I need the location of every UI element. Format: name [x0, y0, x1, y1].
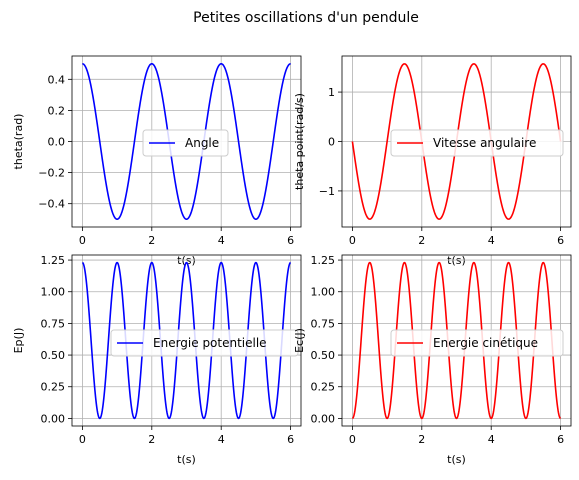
x-tick-label: 0 [349, 433, 356, 446]
y-axis-label: theta(rad) [12, 114, 25, 170]
y-tick-label: 0.00 [311, 412, 336, 425]
x-axis-label: t(s) [177, 254, 196, 267]
y-tick-label: 0.0 [48, 136, 66, 149]
y-tick-label: 0.4 [48, 73, 66, 86]
x-tick-label: 2 [418, 433, 425, 446]
y-tick-label: −1 [319, 185, 335, 198]
y-tick-label: 1 [328, 86, 335, 99]
legend-box [110, 329, 299, 357]
x-tick-label: 2 [418, 234, 425, 247]
y-tick-label: 0.25 [41, 381, 66, 394]
x-tick-label: 0 [349, 234, 356, 247]
x-tick-label: 4 [488, 234, 495, 247]
y-axis-label: Ec(J) [293, 328, 306, 353]
axes-frame [341, 254, 572, 427]
x-axis-label: t(s) [447, 453, 466, 466]
axes-frame [71, 254, 302, 427]
legend: Energie potentielle [110, 329, 299, 357]
y-tick-label: −0.4 [38, 198, 65, 211]
series-line [82, 261, 291, 420]
y-tick-label: 0.75 [311, 317, 336, 330]
x-axis-label: t(s) [177, 453, 196, 466]
series-line [352, 261, 561, 420]
y-axis-label: Ep(J) [12, 328, 25, 354]
legend-label: Energie potentielle [153, 336, 267, 350]
y-tick-label: −0.2 [38, 167, 65, 180]
y-tick-label: 1.00 [311, 286, 336, 299]
x-axis-label: t(s) [447, 254, 466, 267]
y-axis-label: theta point(rad/s) [293, 93, 306, 190]
legend-label: Angle [185, 136, 219, 150]
y-tick-label: 0.00 [41, 412, 66, 425]
legend-box [142, 129, 229, 157]
y-tick-label: 0 [328, 136, 335, 149]
subplot-4: 0 2 4 6 0.00 0.25 0.50 0.75 1.00 1.25 t(s) Ec(J) Ene… [293, 254, 572, 466]
x-tick-label: 4 [488, 433, 495, 446]
x-tick-label: 6 [287, 234, 294, 247]
x-tick-label: 0 [79, 234, 86, 247]
x-tick-label: 0 [79, 433, 86, 446]
y-tick-label: 0.25 [311, 381, 336, 394]
x-tick-label: 6 [287, 433, 294, 446]
y-tick-label: 0.50 [311, 349, 336, 362]
legend-box [390, 329, 564, 357]
y-tick-label: 1.25 [311, 254, 336, 267]
legend-box [390, 129, 564, 157]
x-tick-label: 6 [557, 433, 564, 446]
x-tick-label: 2 [148, 234, 155, 247]
subplot-2: 0 2 4 6 −1 0 1 t(s) theta point(rad/s) Vitesse an… [293, 55, 572, 267]
x-tick-label: 4 [218, 433, 225, 446]
y-tick-label: 0.50 [41, 349, 66, 362]
y-tick-label: 1.25 [41, 254, 66, 267]
subplot-3: 0 2 4 6 0.00 0.25 0.50 0.75 1.00 1.25 t(s) Ep(J) Ene… [12, 254, 302, 466]
y-tick-label: 0.2 [48, 104, 66, 117]
x-tick-label: 2 [148, 433, 155, 446]
legend: Angle [142, 129, 229, 157]
legend-label: Energie cinétique [433, 336, 538, 350]
figure-title: Petites oscillations d'un pendule [193, 10, 419, 26]
y-tick-label: 1.00 [41, 286, 66, 299]
x-tick-label: 4 [218, 234, 225, 247]
legend-label: Vitesse angulaire [433, 136, 536, 150]
legend: Energie cinétique [390, 329, 564, 357]
legend: Vitesse angulaire [390, 129, 564, 157]
subplot-1: 0 2 4 6 −0.4 −0.2 0.0 0.2 0.4 t(s) theta(rad) Angle [12, 55, 302, 267]
x-tick-label: 6 [557, 234, 564, 247]
series-line [82, 62, 291, 221]
y-tick-label: 0.75 [41, 317, 66, 330]
